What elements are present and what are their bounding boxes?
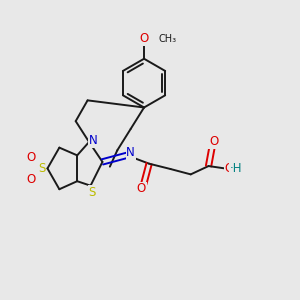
Text: O: O: [140, 32, 149, 45]
Text: S: S: [88, 186, 96, 199]
Text: CH₃: CH₃: [158, 34, 176, 44]
Text: N: N: [89, 134, 98, 147]
Text: S: S: [38, 162, 46, 175]
Text: O: O: [224, 162, 234, 175]
Text: O: O: [26, 151, 36, 164]
Text: ·H: ·H: [230, 162, 242, 175]
Text: O: O: [137, 182, 146, 195]
Text: N: N: [126, 146, 135, 160]
Text: O: O: [26, 173, 36, 186]
Text: O: O: [209, 136, 218, 148]
